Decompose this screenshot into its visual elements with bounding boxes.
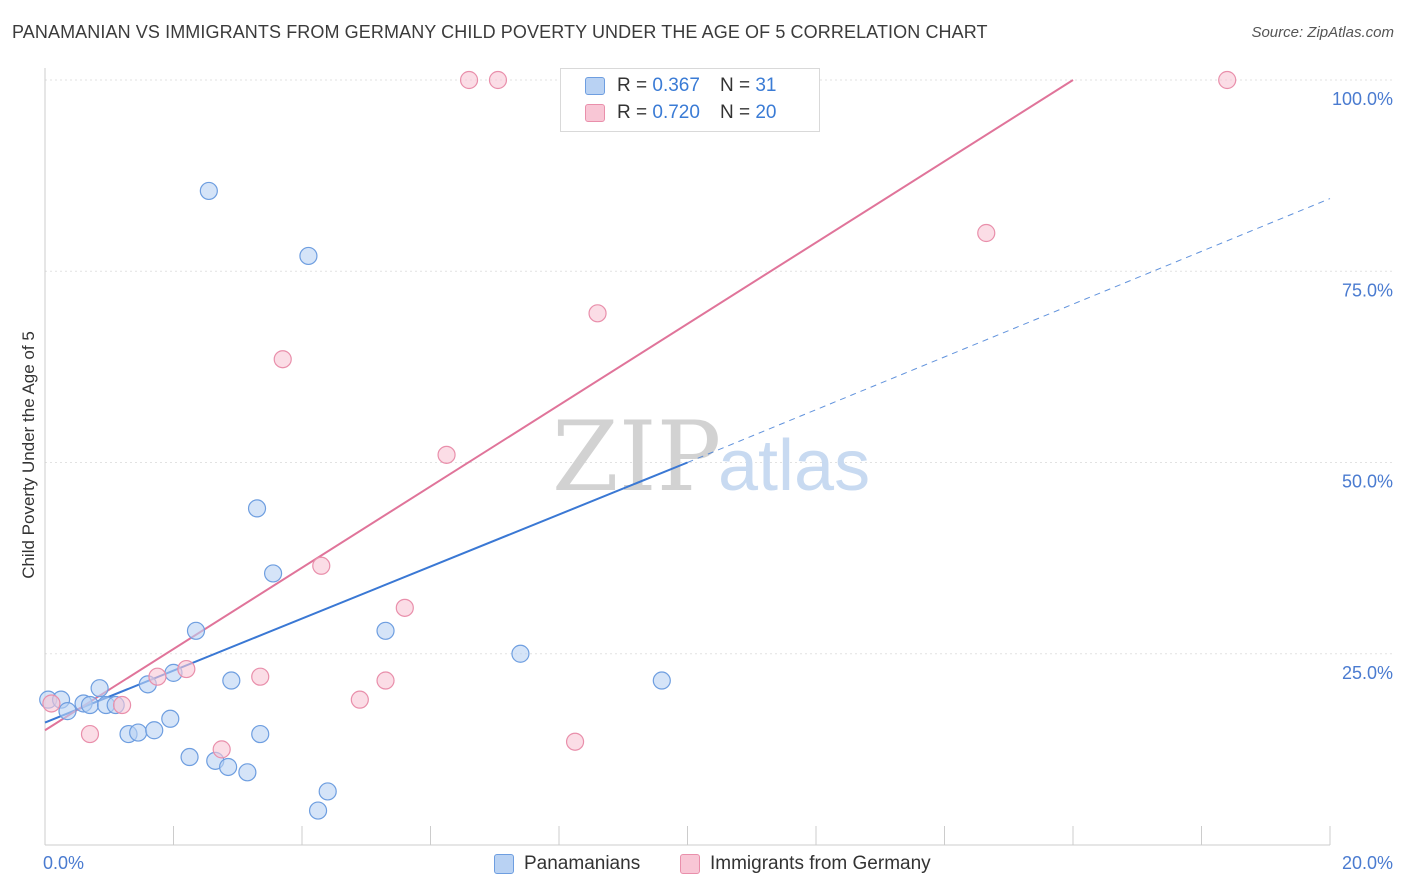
- legend-n-value: 20: [755, 102, 777, 123]
- point-panamanians: [186, 621, 206, 640]
- legend-n-label: N =: [719, 75, 751, 96]
- point-germany: [251, 667, 270, 686]
- point-germany: [42, 694, 61, 713]
- point-panamanians: [219, 757, 238, 777]
- point-germany: [376, 671, 395, 690]
- point-panamanians: [308, 801, 328, 820]
- point-panamanians: [247, 499, 267, 518]
- legend-r-value: 0.367: [652, 75, 700, 96]
- axes: [44, 68, 1331, 846]
- point-germany: [112, 695, 132, 715]
- bottom-legend-label: Panamanians: [524, 853, 641, 874]
- point-panamanians: [511, 644, 530, 663]
- point-germany: [977, 223, 996, 243]
- legend-swatch-blue: [585, 77, 605, 95]
- legend-swatch-pink: [585, 104, 605, 122]
- chart-title: PANAMANIAN VS IMMIGRANTS FROM GERMANY CH…: [12, 22, 988, 42]
- point-germany: [1218, 70, 1237, 90]
- point-germany: [488, 70, 508, 90]
- legend: R = 0.367 N = 31 R = 0.720 N = 20: [560, 68, 820, 132]
- point-panamanians: [652, 671, 671, 690]
- point-germany: [459, 70, 479, 90]
- watermark: ZIP atlas: [552, 401, 870, 513]
- source-label: Source: ZipAtlas.com: [1251, 24, 1394, 41]
- point-panamanians: [145, 721, 164, 740]
- watermark-atlas: atlas: [718, 426, 870, 506]
- point-germany: [80, 724, 100, 744]
- legend-r-value: 0.720: [652, 102, 700, 123]
- bottom-legend-swatch-blue: [494, 854, 514, 874]
- x-tick-label: 20.0%: [1342, 853, 1393, 873]
- legend-r-label: R =: [617, 102, 648, 123]
- point-panamanians: [376, 621, 395, 640]
- point-panamanians: [161, 709, 180, 728]
- bottom-legend-swatch-pink: [680, 854, 700, 874]
- point-panamanians: [58, 702, 77, 721]
- watermark-zip: ZIP: [552, 401, 721, 513]
- point-panamanians: [129, 723, 148, 742]
- bottom-legend-label: Immigrants from Germany: [710, 853, 931, 874]
- point-panamanians: [222, 671, 241, 690]
- y-tick-label: 50.0%: [1342, 472, 1393, 492]
- point-panamanians: [80, 695, 100, 715]
- data-points: [39, 70, 1237, 820]
- grid-lines: [45, 79, 1392, 655]
- legend-n-value: 31: [755, 75, 777, 96]
- point-germany: [350, 690, 369, 709]
- point-germany: [177, 659, 196, 679]
- trend-line-panamanians-extension: [687, 198, 1331, 463]
- point-panamanians: [251, 724, 270, 744]
- point-germany: [273, 350, 292, 369]
- point-germany: [437, 445, 456, 464]
- point-panamanians: [318, 782, 337, 801]
- point-germany: [212, 740, 231, 759]
- legend-n-label: N =: [719, 102, 751, 123]
- point-panamanians: [199, 181, 218, 201]
- bottom-legend-panamanians: Panamanians: [494, 851, 640, 877]
- point-panamanians: [263, 564, 283, 583]
- point-germany: [395, 598, 414, 617]
- y-tick-label: 75.0%: [1342, 280, 1393, 300]
- point-panamanians: [90, 679, 109, 698]
- x-tick-label: 0.0%: [43, 853, 84, 873]
- point-germany: [148, 667, 167, 686]
- legend-row-panamanians: R = 0.367 N = 31: [585, 73, 776, 99]
- bottom-legend-germany: Immigrants from Germany: [680, 851, 931, 877]
- y-tick-label: 100.0%: [1332, 89, 1393, 109]
- legend-row-germany: R = 0.720 N = 20: [585, 100, 776, 126]
- point-panamanians: [180, 747, 199, 767]
- legend-r-label: R =: [617, 75, 648, 96]
- y-tick-label: 25.0%: [1342, 663, 1393, 683]
- tick-labels: 25.0% 50.0% 75.0% 100.0% 0.0% 20.0%: [43, 89, 1393, 873]
- point-germany: [588, 304, 607, 323]
- point-germany: [312, 556, 331, 575]
- trend-line-germany: [44, 79, 1074, 732]
- y-axis-label: Child Poverty Under the Age of 5: [19, 331, 38, 579]
- point-germany: [565, 732, 585, 751]
- point-panamanians: [238, 763, 257, 782]
- point-panamanians: [299, 246, 318, 266]
